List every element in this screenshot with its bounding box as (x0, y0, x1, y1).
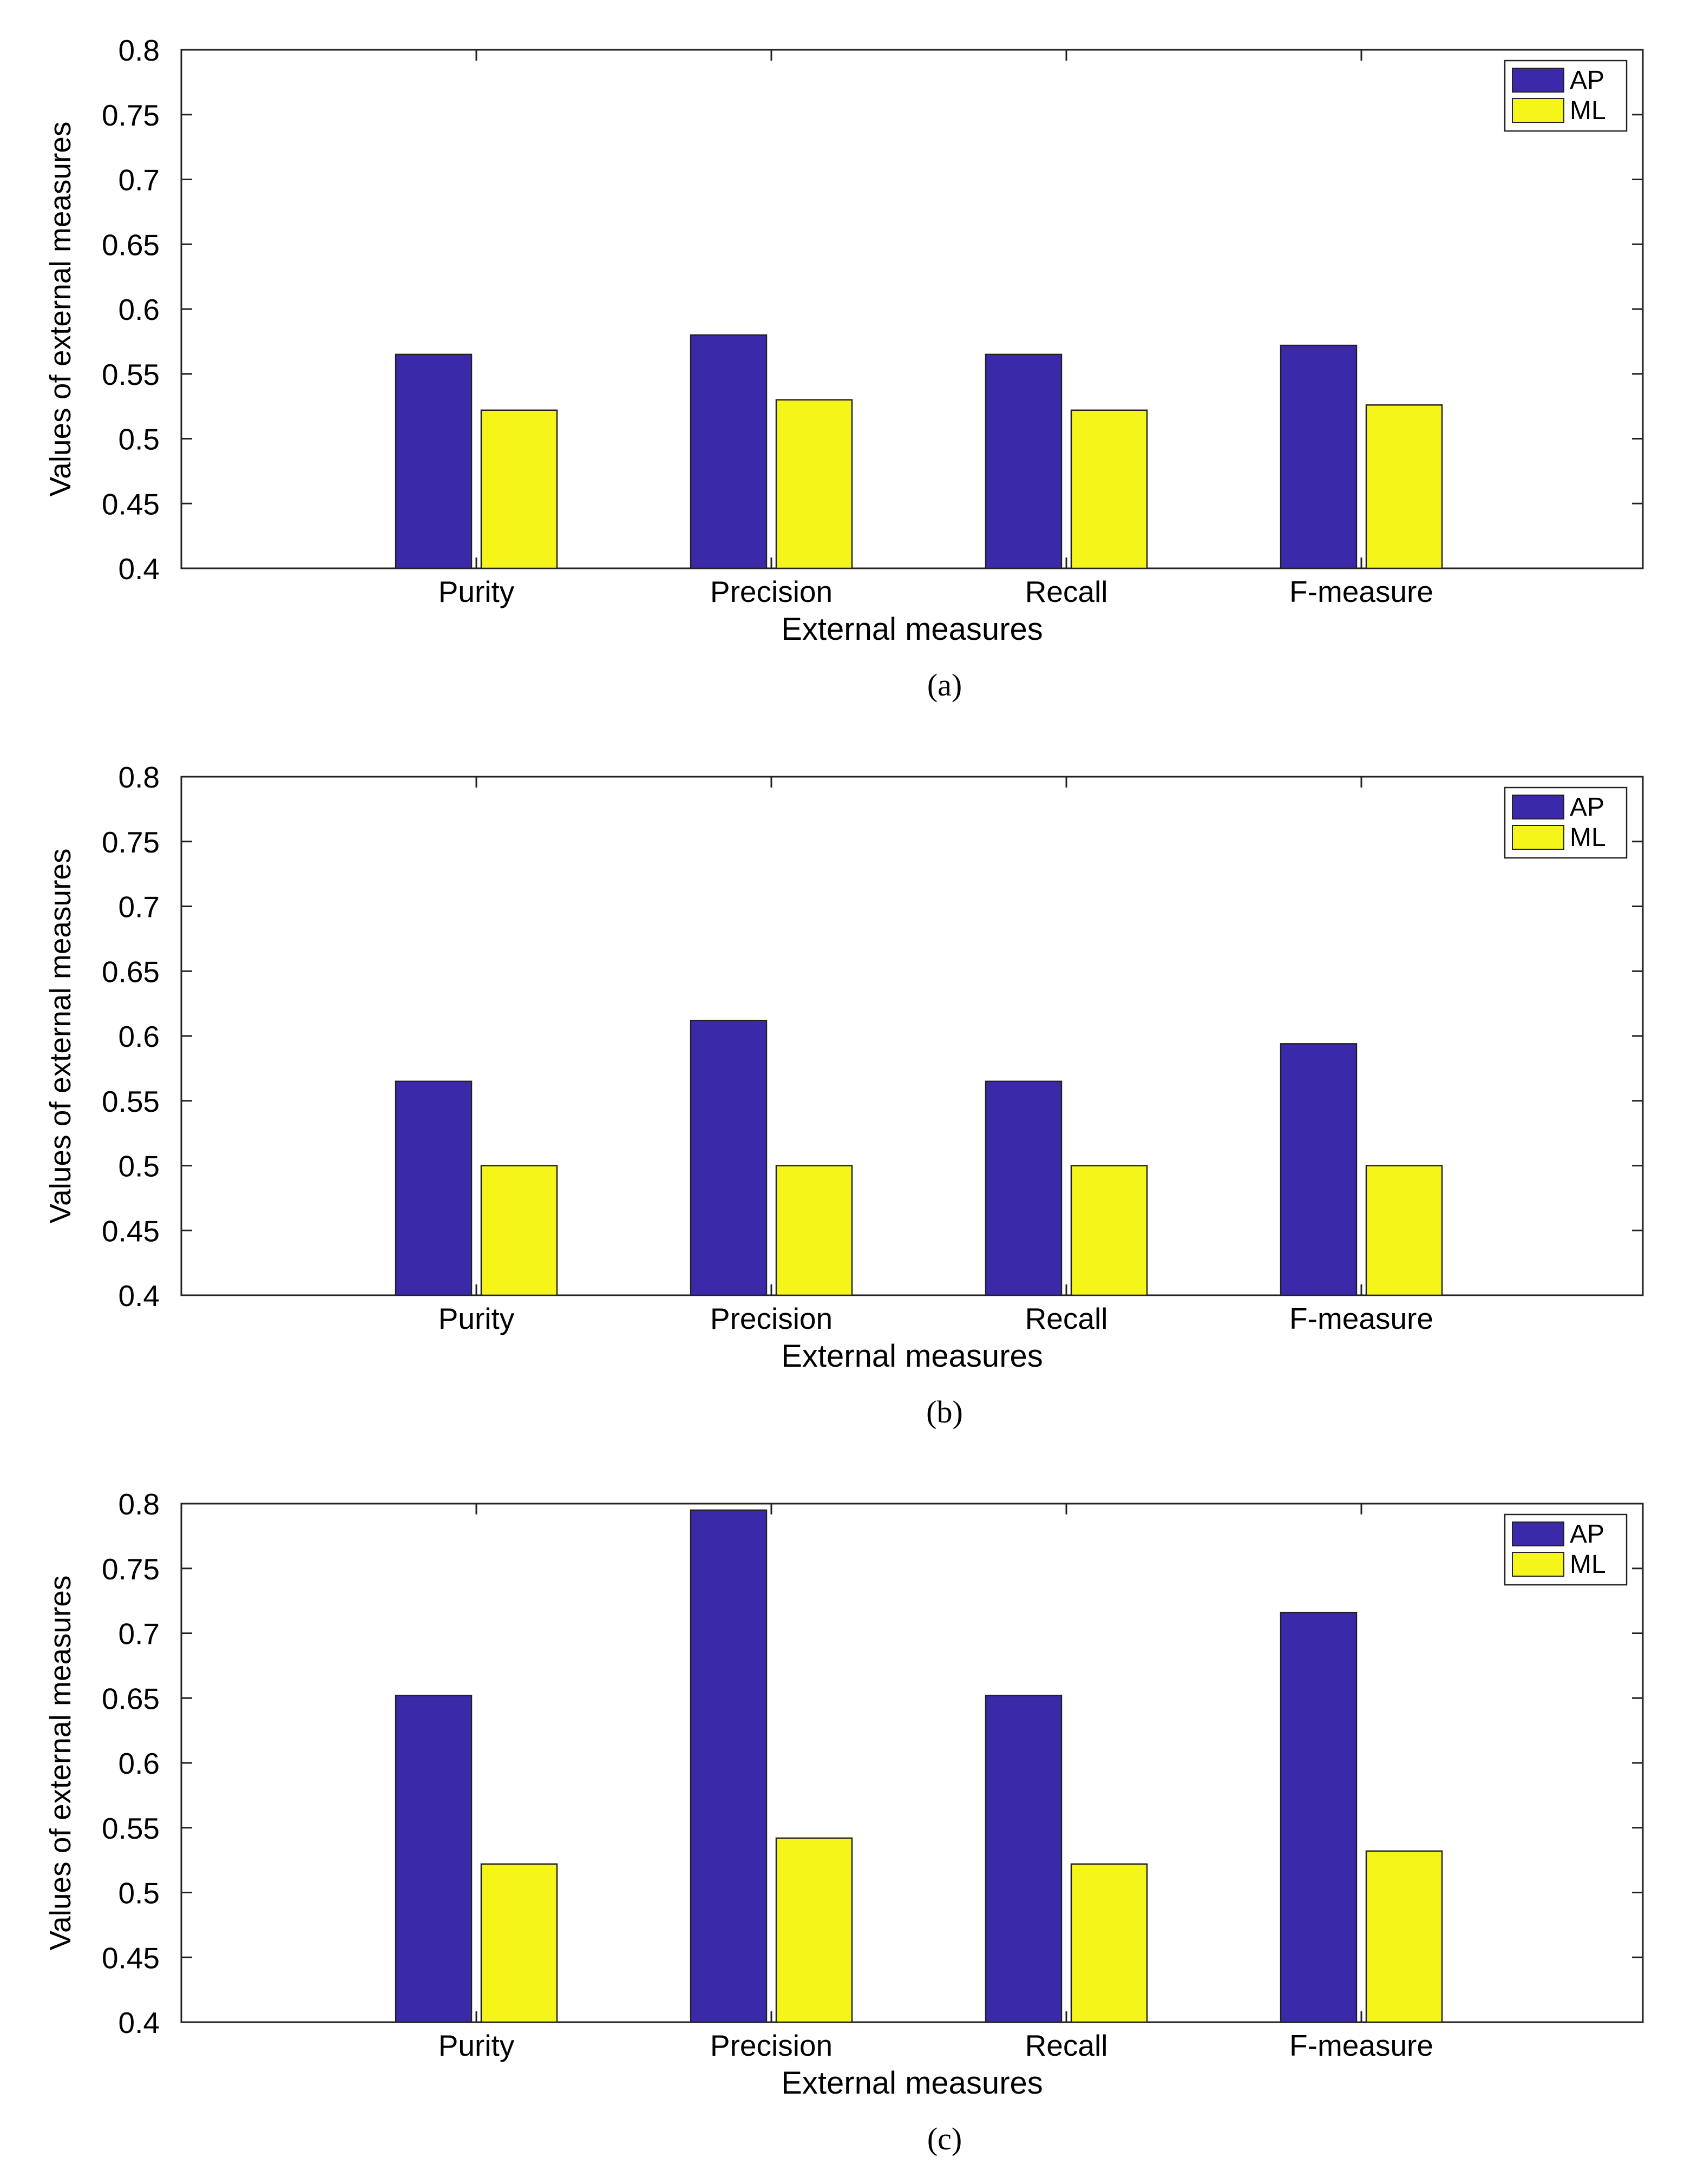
legend-label-ml: ML (1570, 96, 1606, 125)
chart-panel-c: 0.4 0.45 0.5 0.55 0.6 0.65 0.7 0.75 0.8 Purity Pre… (0, 1454, 1704, 2181)
bar-ml-precision (775, 1165, 853, 1296)
panel-caption: (c) (927, 2121, 962, 2156)
y-tick-label: 0.75 (102, 825, 160, 859)
x-tick-label: Precision (710, 1302, 833, 1335)
y-tick-label: 0.7 (119, 890, 160, 924)
bar-ml-purity (480, 409, 558, 569)
chart-panel-b: 0.4 0.45 0.5 0.55 0.6 0.65 0.7 0.75 0.8 Purity Pre… (0, 727, 1704, 1454)
y-tick-label: 0.5 (119, 1877, 160, 1910)
y-tick-label: 0.45 (102, 487, 160, 521)
legend-label-ml: ML (1570, 823, 1606, 852)
y-tick-label: 0.55 (102, 1085, 160, 1118)
legend-swatch-ap (1512, 795, 1564, 819)
y-tick-label: 0.7 (119, 163, 160, 197)
y-tick-label: 0.7 (119, 1617, 160, 1651)
legend-swatch-ap (1512, 1521, 1564, 1546)
y-tick-label: 0.45 (102, 1941, 160, 1975)
bar-chart-b: 0.4 0.45 0.5 0.55 0.6 0.65 0.7 0.75 0.8 Purity Pre… (43, 760, 1644, 1429)
y-tick-label: 0.4 (119, 2006, 160, 2039)
y-tick-label: 0.8 (119, 1487, 160, 1521)
bar-ml-purity (480, 1165, 558, 1296)
y-axis-title: Values of external measures (43, 122, 77, 497)
panel-caption: (b) (926, 1394, 963, 1429)
bar-ml-recall (1070, 409, 1148, 569)
y-axis-title: Values of external measures (43, 1576, 77, 1951)
bar-ml-recall (1070, 1165, 1148, 1296)
bar-ap-purity (395, 353, 473, 569)
x-axis-title: External measures (781, 2065, 1043, 2101)
bar-ap-f-measure (1280, 1043, 1358, 1296)
bar-ml-precision (775, 399, 853, 569)
legend-swatch-ap (1512, 68, 1564, 93)
y-tick-label: 0.5 (119, 1150, 160, 1183)
legend-swatch-ml (1512, 825, 1564, 850)
x-tick-label: F-measure (1289, 2029, 1433, 2062)
bar-ap-f-measure (1280, 1611, 1358, 2023)
x-axis-title: External measures (781, 1339, 1043, 1374)
x-tick-label: Recall (1025, 1302, 1108, 1335)
y-tick-label: 0.6 (119, 1020, 160, 1053)
x-tick-label: Recall (1025, 575, 1108, 608)
y-tick-label: 0.75 (102, 1552, 160, 1586)
bar-ml-f-measure (1365, 1165, 1443, 1296)
y-tick-label: 0.45 (102, 1214, 160, 1248)
bar-ap-precision (690, 1020, 768, 1296)
x-tick-label: Precision (710, 575, 833, 608)
x-tick-label: Precision (710, 2029, 833, 2062)
bar-ap-recall (985, 1080, 1063, 1296)
legend-label-ml: ML (1570, 1550, 1606, 1579)
legend-swatch-ml (1512, 1552, 1564, 1577)
bar-ml-purity (480, 1863, 558, 2023)
y-tick-label: 0.55 (102, 1812, 160, 1845)
x-tick-label: Purity (438, 1302, 515, 1335)
x-tick-label: F-measure (1289, 575, 1433, 608)
bar-ap-f-measure (1280, 344, 1358, 569)
y-tick-label: 0.8 (119, 760, 160, 794)
y-axis-title: Values of external measures (43, 849, 77, 1224)
bar-ml-f-measure (1365, 1850, 1443, 2023)
panel-caption: (a) (927, 667, 962, 703)
legend-label-ap: AP (1570, 66, 1604, 95)
bar-ml-recall (1070, 1863, 1148, 2023)
x-tick-label: Purity (438, 2029, 515, 2062)
x-tick-label: Purity (438, 575, 515, 608)
bar-ap-recall (985, 353, 1063, 569)
y-tick-label: 0.55 (102, 358, 160, 391)
y-tick-label: 0.65 (102, 955, 160, 988)
bar-ap-recall (985, 1695, 1063, 2023)
y-tick-label: 0.65 (102, 228, 160, 261)
y-tick-label: 0.6 (119, 293, 160, 326)
y-tick-label: 0.4 (119, 552, 160, 586)
bar-ml-f-measure (1365, 404, 1443, 569)
y-tick-label: 0.65 (102, 1682, 160, 1715)
x-axis-title: External measures (781, 612, 1043, 647)
y-tick-label: 0.75 (102, 99, 160, 132)
bar-chart-a: 0.4 0.45 0.5 0.55 0.6 0.65 0.7 0.75 0.8 Purity Pre… (43, 34, 1644, 703)
chart-panel-a: 0.4 0.45 0.5 0.55 0.6 0.65 0.7 0.75 0.8 Purity Pre… (0, 0, 1704, 727)
legend-swatch-ml (1512, 98, 1564, 123)
x-tick-label: Recall (1025, 2029, 1108, 2062)
x-tick-label: F-measure (1289, 1302, 1433, 1335)
legend-label-ap: AP (1570, 793, 1604, 822)
y-tick-label: 0.8 (119, 34, 160, 67)
bar-ap-precision (690, 334, 768, 569)
bar-ap-purity (395, 1695, 473, 2023)
y-tick-label: 0.4 (119, 1279, 160, 1313)
bar-ap-precision (690, 1509, 768, 2023)
y-tick-label: 0.6 (119, 1747, 160, 1780)
bar-chart-c: 0.4 0.45 0.5 0.55 0.6 0.65 0.7 0.75 0.8 Purity Pre… (43, 1487, 1644, 2156)
bar-ap-purity (395, 1080, 473, 1296)
legend-label-ap: AP (1570, 1520, 1604, 1549)
y-tick-label: 0.5 (119, 423, 160, 456)
bar-ml-precision (775, 1837, 853, 2023)
